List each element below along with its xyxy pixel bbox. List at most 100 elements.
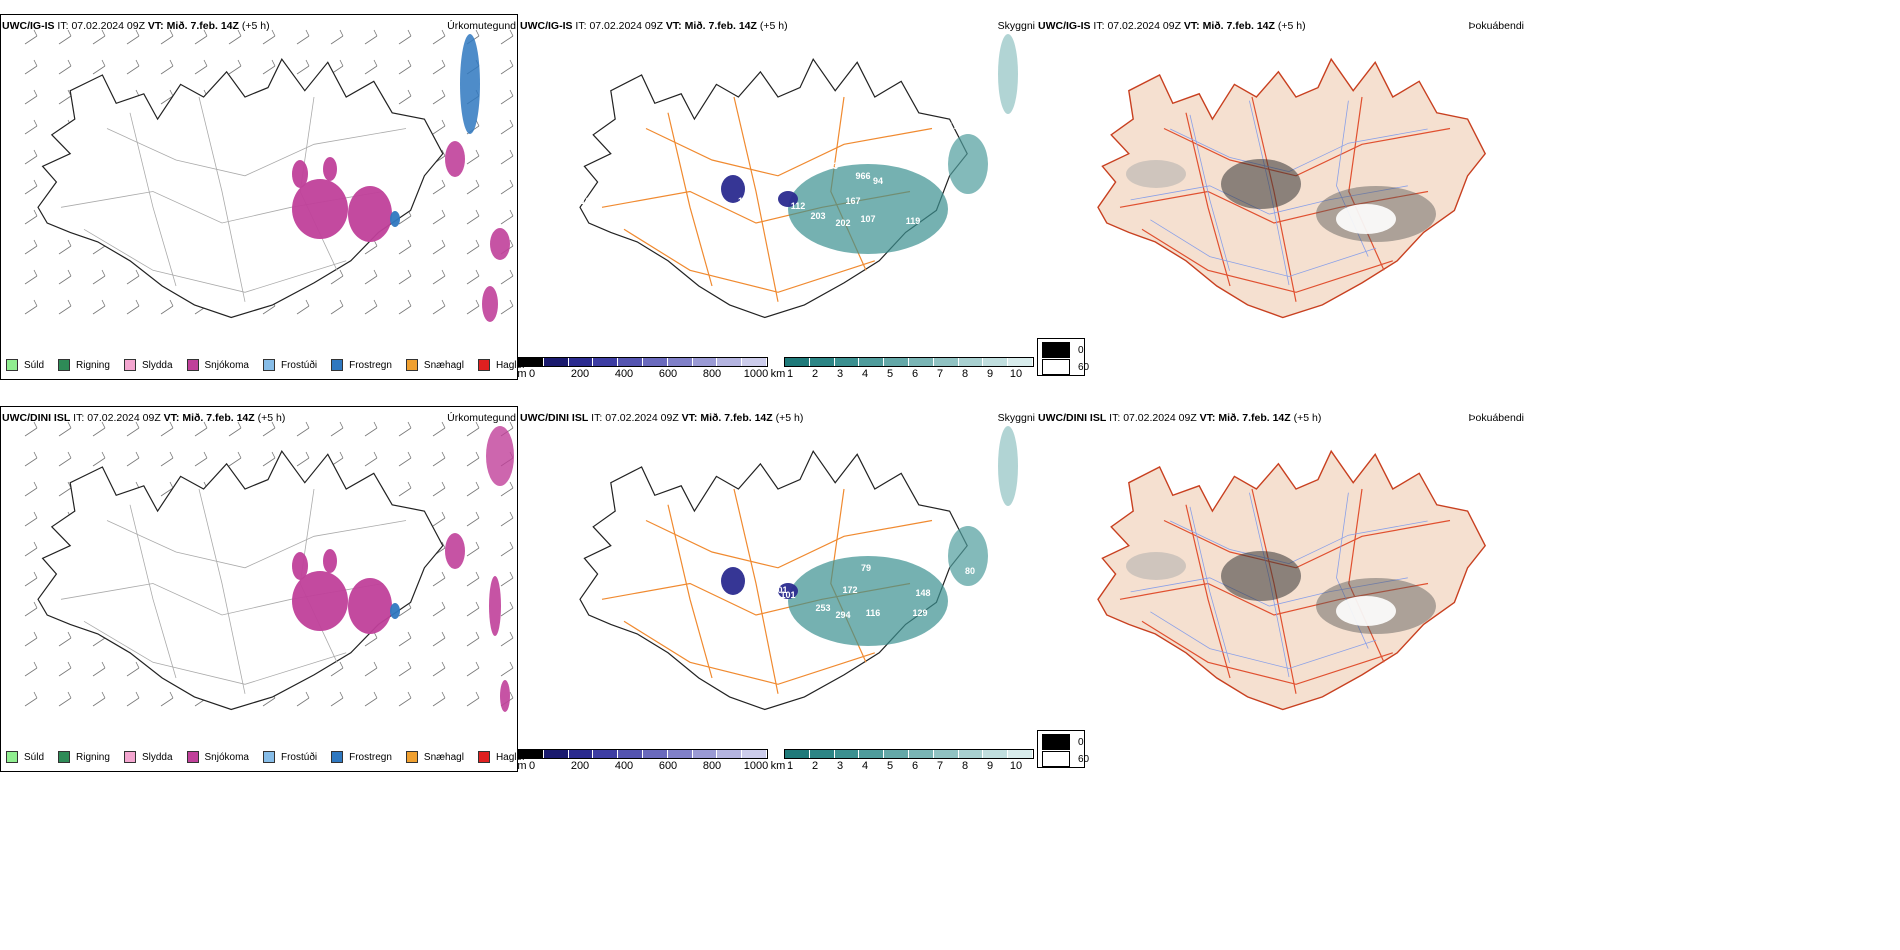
- wind-barb-icon: [24, 541, 38, 557]
- wind-barb-icon: [24, 239, 38, 255]
- wind-barb-icon: [500, 269, 514, 285]
- legend-label: Rigning: [76, 751, 110, 763]
- colorbar-tick: 9: [986, 368, 994, 380]
- legend-label: Frostregn: [349, 359, 392, 371]
- wind-barb-icon: [398, 481, 412, 497]
- low-visibility-area: [998, 426, 1018, 506]
- cloud-panel-row2: 99 101 79 172 253 294 116 148 129 101 80: [518, 406, 1038, 772]
- wind-barb-icon: [432, 601, 446, 617]
- valid-time: Mið. 7.feb. 14Z: [1218, 412, 1291, 424]
- snow-area: [323, 549, 337, 573]
- snow-area: [490, 228, 510, 260]
- cloudbase-value-label: 94: [873, 176, 883, 186]
- legend-item-snaehagl: Snæhagl: [405, 359, 464, 371]
- wind-barb-icon: [262, 29, 276, 45]
- cloudbase-value-label: 112: [791, 201, 806, 211]
- legend-item-snaehagl: Snæhagl: [405, 751, 464, 763]
- no-fog-area: [1336, 596, 1396, 626]
- colorbar-tick: 800: [702, 760, 722, 772]
- wind-barb-icon: [194, 59, 208, 75]
- colorbar-tick: 3: [836, 368, 844, 380]
- legend-swatch: [405, 751, 418, 763]
- panel-title-precip: Úrkomutegund: [447, 412, 516, 424]
- wind-barb-icon: [432, 299, 446, 315]
- visibility-colorbar-row2: km 1 2 3 4 5 6 7 8 9 10: [771, 749, 1034, 773]
- low-visibility-area: [788, 556, 948, 646]
- init-time: 07.02.2024 09Z: [1107, 20, 1181, 32]
- colorbar-cell: [568, 750, 594, 758]
- wind-barb-icon: [160, 481, 174, 497]
- cloudbase-value-label: 148: [915, 588, 930, 598]
- cloudbase-value-label: 253: [815, 603, 830, 613]
- wind-barb-icon: [58, 691, 72, 707]
- cloud-panel-row1: 101 103 10 33 966 94 182 167 203 202 107 119 112 10 17: [518, 14, 1038, 380]
- colorbar-cell: [543, 750, 569, 758]
- wind-barb-icon: [24, 571, 38, 587]
- wind-barb-icon: [58, 89, 72, 105]
- colorbar-cell: [692, 750, 718, 758]
- wind-barb-icon: [466, 299, 480, 315]
- wind-barb-icon: [432, 451, 446, 467]
- legend-swatch: [186, 359, 199, 371]
- wind-barb-icon: [432, 481, 446, 497]
- wind-barb-icon: [194, 421, 208, 437]
- wind-barb-icon: [24, 269, 38, 285]
- colorbar-cell: [859, 750, 885, 758]
- colorbar-tick: 1000: [743, 760, 769, 772]
- map-frame: [0, 406, 518, 772]
- header-row2-fog: UWC/DINI ISL IT: 07.02.2024 09Z VT: Mið.…: [1038, 412, 1321, 424]
- wind-barb-icon: [432, 119, 446, 135]
- legend-swatch: [331, 751, 344, 763]
- snow-area: [482, 286, 498, 322]
- colorbar-tick: 1000: [743, 368, 769, 380]
- fog-area: [1126, 552, 1186, 580]
- colorbar-ticks: km 1 2 3 4 5 6 7 8 9 10: [771, 367, 1034, 381]
- wind-barb-icon: [24, 631, 38, 647]
- colorbar-tick: 5: [886, 368, 894, 380]
- river-line: [1150, 219, 1377, 277]
- colorbar-cell: [958, 358, 984, 366]
- colorbar-cell: [593, 750, 619, 758]
- wind-barb-icon: [194, 29, 208, 45]
- map-layer: 101 103 10 33 966 94 182 167 203 202 107 119 112 10 17: [579, 34, 1018, 319]
- wind-barb-icon: [500, 179, 514, 195]
- wind-barb-icon: [24, 511, 38, 527]
- wind-barb-icon: [432, 691, 446, 707]
- wind-barb-icon: [228, 29, 242, 45]
- wind-barb-icon: [194, 451, 208, 467]
- colorbar-cell: [543, 358, 569, 366]
- wind-barb-icon: [58, 59, 72, 75]
- model-name: UWC/DINI ISL: [520, 412, 589, 424]
- it-label: IT:: [73, 412, 85, 424]
- colorbar-tick: 2: [811, 368, 819, 380]
- wind-barb-icon: [398, 299, 412, 315]
- colorbar-tick: 7: [936, 760, 944, 772]
- colorbar-cell: [809, 358, 835, 366]
- snow-area: [348, 578, 392, 634]
- wind-barb-icon: [228, 59, 242, 75]
- wind-barb-icon: [58, 631, 72, 647]
- wind-barb-icon: [364, 299, 378, 315]
- colorbar-tick: 1: [786, 368, 794, 380]
- wind-barb-icon: [160, 59, 174, 75]
- road-line: [667, 504, 713, 679]
- cloudbase-area: [778, 583, 798, 599]
- model-name: UWC/IG-IS: [520, 20, 573, 32]
- cloudbase-value-label: 17: [948, 121, 958, 131]
- wind-barb-icon: [500, 29, 514, 45]
- wind-barb-icon: [466, 149, 480, 165]
- wind-barb-icon: [364, 59, 378, 75]
- colorbar-cell: [785, 750, 810, 758]
- no-fog-area: [1336, 204, 1396, 234]
- visibility-colorbar-row1: km 1 2 3 4 5 6 7 8 9 10: [771, 357, 1034, 381]
- legend-label: Snjókoma: [204, 751, 249, 763]
- wind-barb-icon: [160, 451, 174, 467]
- vt-label: VT:: [1199, 412, 1216, 424]
- wind-barb-icon: [500, 149, 514, 165]
- cloudbase-value-label: 167: [845, 196, 860, 206]
- road-line: [1119, 582, 1429, 616]
- fog-legend-item: 60: [1042, 751, 1089, 767]
- wind-barb-icon: [24, 451, 38, 467]
- colorbar-cells: [518, 357, 768, 367]
- colorbar-tick: 10: [1009, 368, 1023, 380]
